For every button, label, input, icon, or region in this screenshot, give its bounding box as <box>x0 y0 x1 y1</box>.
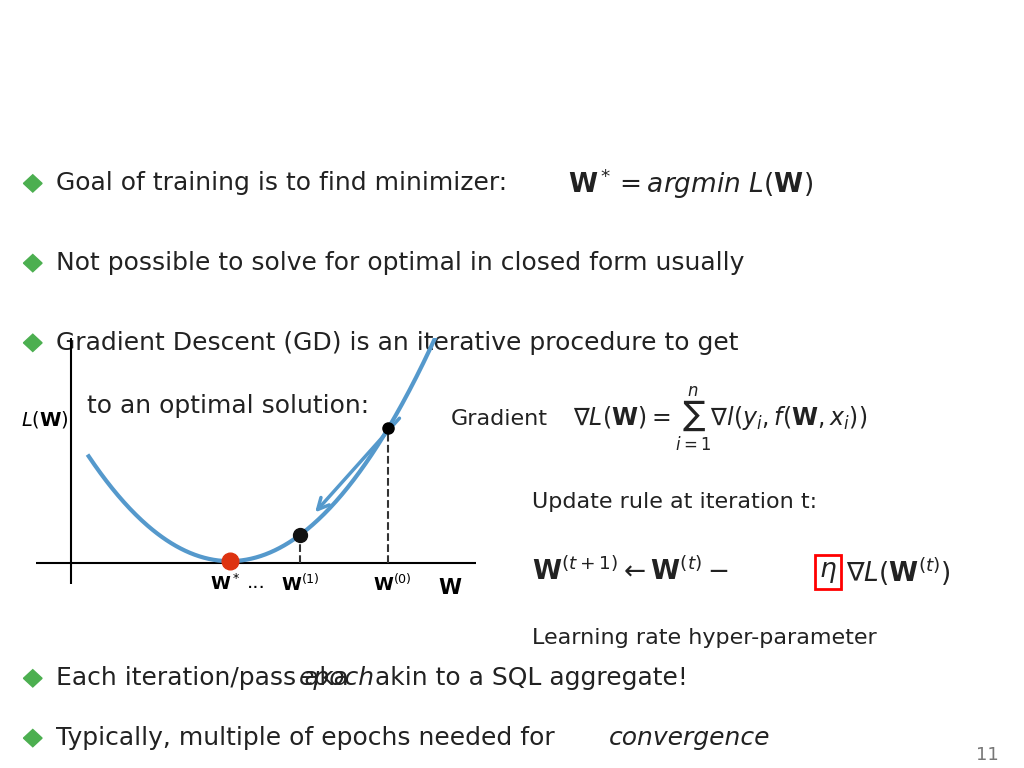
Polygon shape <box>24 334 42 352</box>
Text: Update rule at iteration t:: Update rule at iteration t: <box>532 492 817 512</box>
Text: Key Algo. For ML: Gradient Descent: Key Algo. For ML: Gradient Descent <box>31 28 915 76</box>
Text: convergence: convergence <box>609 726 771 750</box>
Text: Typically, multiple of epochs needed for: Typically, multiple of epochs needed for <box>56 726 563 750</box>
Text: Goal of training is to find minimizer:: Goal of training is to find minimizer: <box>56 171 523 195</box>
Text: Gradient Descent (GD) is an iterative procedure to get: Gradient Descent (GD) is an iterative pr… <box>56 331 739 355</box>
Text: Learning rate hyper-parameter: Learning rate hyper-parameter <box>532 628 878 648</box>
Polygon shape <box>24 670 42 687</box>
Text: epoch: epoch <box>299 667 375 690</box>
Text: $\nabla L(\mathbf{W}) = \sum_{i=1}^{n} \nabla l(y_i, f(\mathbf{W}, x_i))$: $\nabla L(\mathbf{W}) = \sum_{i=1}^{n} \… <box>573 385 867 453</box>
Text: $\eta$: $\eta$ <box>819 559 837 585</box>
Text: to an optimal solution:: to an optimal solution: <box>87 394 370 418</box>
Text: Each iteration/pass aka: Each iteration/pass aka <box>56 667 357 690</box>
Text: Not possible to solve for optimal in closed form usually: Not possible to solve for optimal in clo… <box>56 251 744 275</box>
Text: $\mathbf{W}^{(t+1)} \leftarrow \mathbf{W}^{(t)} - $: $\mathbf{W}^{(t+1)} \leftarrow \mathbf{W… <box>532 558 729 586</box>
Text: Gradient: Gradient <box>451 409 548 429</box>
Text: 11: 11 <box>976 746 998 763</box>
Text: $\mathbf{W}$: $\mathbf{W}$ <box>437 578 462 598</box>
Polygon shape <box>24 730 42 746</box>
Polygon shape <box>24 254 42 272</box>
Polygon shape <box>24 175 42 192</box>
Text: $L(\mathbf{W})$: $L(\mathbf{W})$ <box>20 409 69 430</box>
Text: ...: ... <box>247 574 265 592</box>
Text: $\nabla L(\mathbf{W}^{(t)})$: $\nabla L(\mathbf{W}^{(t)})$ <box>846 556 950 588</box>
Text: $\mathbf{W}^{(1)}$: $\mathbf{W}^{(1)}$ <box>281 574 319 594</box>
Text: akin to a SQL aggregate!: akin to a SQL aggregate! <box>367 667 687 690</box>
Text: $\mathbf{W}^* = \mathit{argmin}\ L(\mathbf{W})$: $\mathbf{W}^* = \mathit{argmin}\ L(\math… <box>568 166 813 200</box>
Text: $\mathbf{W}^*$: $\mathbf{W}^*$ <box>210 574 241 594</box>
Text: $\mathbf{W}^{(0)}$: $\mathbf{W}^{(0)}$ <box>373 574 412 594</box>
